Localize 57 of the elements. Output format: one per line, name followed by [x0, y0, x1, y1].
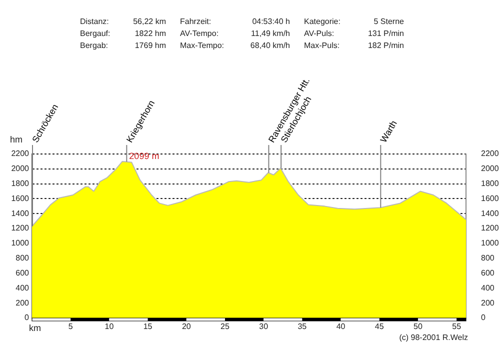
y2-tick-label: 400	[481, 283, 495, 292]
y-tick-label: 1400	[11, 208, 30, 218]
text: Distanz:	[80, 17, 110, 26]
y2-tick-label: 1800	[481, 179, 500, 188]
y-tick-label: 200	[16, 298, 30, 308]
x-tick-label: 15	[143, 322, 153, 332]
x-tick-label: 30	[259, 322, 269, 332]
y2-tick-label: 0	[481, 313, 486, 322]
y2-tick-label: 1400	[481, 208, 500, 218]
text: 5 Sterne	[372, 17, 405, 26]
text: Max-Puls:	[304, 41, 341, 50]
text: 131 P/min	[366, 29, 405, 38]
x-tick-label: 40	[336, 322, 346, 332]
y-tick-label: 800	[16, 254, 30, 263]
y2-tick-label: 1600	[481, 194, 500, 203]
text: 11,49 km/h	[250, 29, 291, 38]
y-tick-label: 1200	[11, 224, 30, 233]
x-tick-label: 35	[298, 322, 308, 332]
text: 1822 hm	[134, 29, 167, 38]
y2-tick-label: 2000	[481, 164, 500, 174]
y-tick-label: 0	[24, 313, 30, 322]
x-tick-label: 5	[68, 322, 74, 332]
x-tick-label: 50	[414, 322, 423, 332]
y2-tick-label: 2200	[481, 149, 500, 158]
x-tick-label: 10	[104, 322, 114, 332]
text: Bergab:	[80, 41, 110, 50]
y-tick-label: 2200	[11, 149, 30, 158]
y2-tick-label: 600	[481, 268, 495, 278]
text: Max-Tempo:	[180, 41, 226, 50]
text: 1769 hm	[134, 41, 167, 50]
y-tick-label: 1800	[11, 179, 30, 188]
y2-tick-label: 1200	[481, 224, 500, 233]
y-tick-label: 2000	[11, 164, 30, 174]
text: 68,40 km/h	[249, 41, 291, 50]
text: Kategorie:	[304, 17, 342, 26]
text: Fahrzeit:	[180, 17, 212, 26]
text: AV-Tempo:	[180, 29, 220, 38]
text: 182 P/min	[366, 41, 405, 50]
x-tick-label: 20	[182, 322, 192, 332]
text: 04:53:40 h	[251, 17, 291, 26]
text: (c) 98-2001 R.Welz	[399, 333, 468, 342]
y-tick-label: 1000	[11, 238, 30, 248]
y-tick-label: 400	[16, 283, 30, 292]
x-tick-label: 25	[220, 322, 230, 332]
text: Bergauf:	[80, 29, 112, 38]
text: AV-Puls:	[304, 29, 336, 38]
y-axis-title: hm	[10, 134, 23, 144]
text: 56,22 km	[132, 17, 167, 26]
x-tick-label: 45	[374, 322, 384, 332]
x-tick-label: 55	[452, 322, 462, 332]
y2-tick-label: 1000	[481, 238, 500, 248]
annotation: 2099 m	[129, 151, 160, 162]
y2-tick-label: 200	[481, 298, 495, 308]
y-tick-label: 600	[16, 268, 30, 278]
y2-tick-label: 800	[481, 254, 495, 263]
x-axis-title: km	[29, 322, 41, 333]
y-tick-label: 1600	[11, 194, 30, 203]
